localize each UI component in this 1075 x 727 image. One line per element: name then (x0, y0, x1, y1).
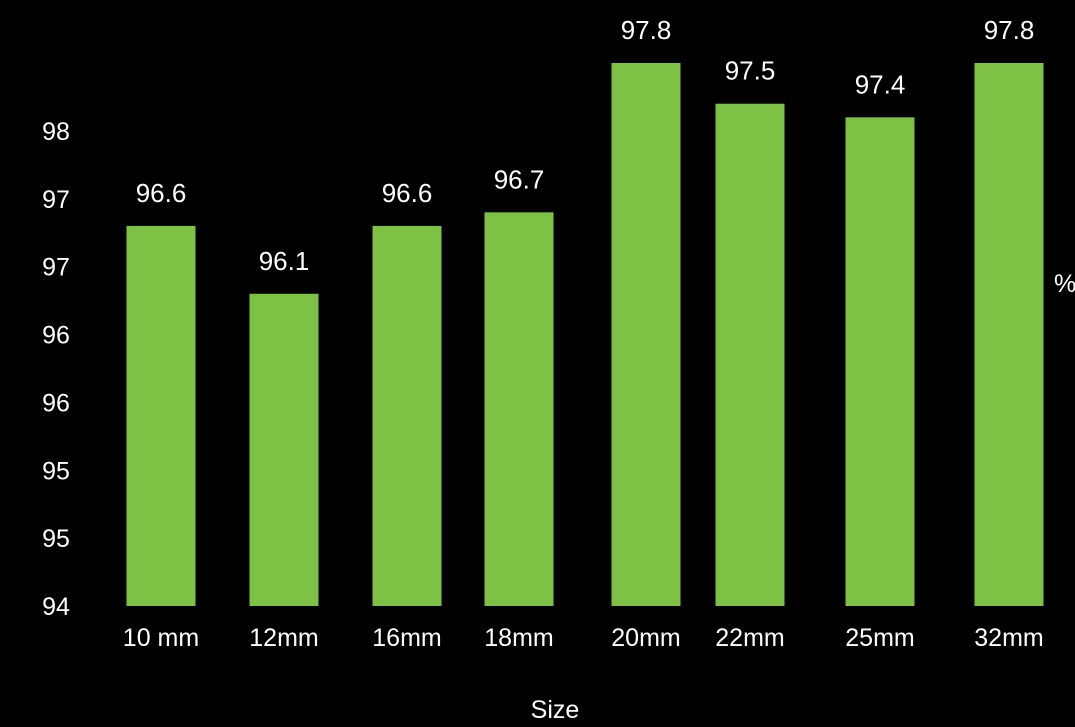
data-label: 96.6 (136, 178, 187, 208)
bar-22mm (715, 103, 785, 606)
bar-16mm (372, 225, 442, 606)
x-tick-label: 20mm (611, 624, 680, 652)
bar-10mm (126, 225, 196, 606)
bar-12mm (249, 293, 319, 606)
x-tick-label: 22mm (715, 624, 784, 652)
x-tick-label: 32mm (974, 624, 1043, 652)
bar-32mm (974, 63, 1044, 606)
y-tick-label: 95 (42, 525, 70, 553)
bar-18mm (484, 212, 554, 606)
data-label: 96.1 (259, 246, 310, 276)
y-tick-label: 96 (42, 389, 70, 417)
y-tick-label: 98 (42, 118, 70, 146)
x-axis-ticks: 10 mm 12mm 16mm 18mm 20mm 22mm 25mm 32mm (123, 624, 1044, 652)
data-label: 96.6 (382, 178, 433, 208)
data-label: 97.5 (725, 56, 776, 86)
x-tick-label: 12mm (249, 624, 318, 652)
x-axis-title: Size (531, 696, 580, 724)
x-tick-label: 18mm (484, 624, 553, 652)
data-label: 97.8 (984, 15, 1035, 45)
bars-group (126, 63, 1044, 607)
y-axis-title: % (1054, 270, 1075, 298)
y-tick-label: 95 (42, 457, 70, 485)
bar-25mm (845, 117, 915, 607)
x-tick-label: 16mm (372, 624, 441, 652)
x-tick-label: 10 mm (123, 624, 199, 652)
bar-20mm (611, 63, 681, 606)
y-axis-ticks: 94 95 95 96 96 97 97 98 (42, 118, 70, 621)
data-label: 97.4 (855, 69, 906, 99)
y-tick-label: 94 (42, 593, 70, 621)
y-tick-label: 97 (42, 254, 70, 282)
data-label: 97.8 (621, 15, 672, 45)
y-tick-label: 96 (42, 322, 70, 350)
data-labels-group: 96.6 96.1 96.6 96.7 97.8 97.5 97.4 97.8 (136, 15, 1035, 276)
x-tick-label: 25mm (845, 624, 914, 652)
y-tick-label: 97 (42, 186, 70, 214)
data-label: 96.7 (494, 164, 545, 194)
